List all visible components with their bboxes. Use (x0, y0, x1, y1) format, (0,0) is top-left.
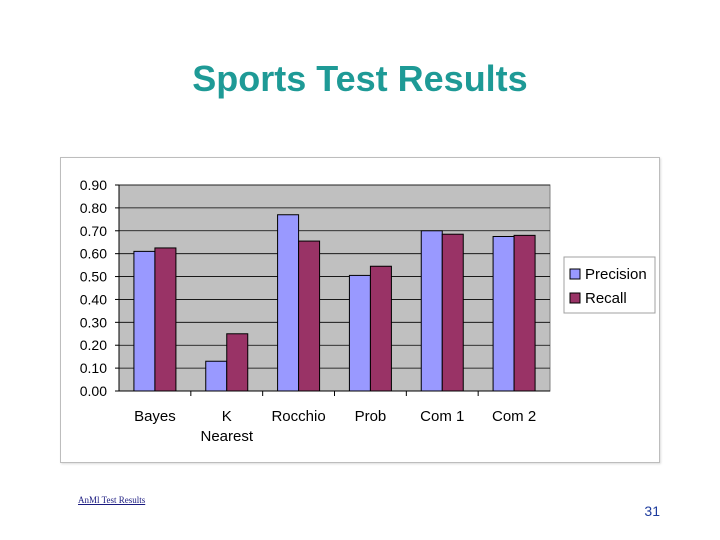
x-tick-label: K Nearest (200, 408, 253, 445)
legend-swatch (569, 268, 581, 280)
x-tick-label-line: Nearest (200, 428, 253, 445)
bar-precision (348, 274, 371, 392)
y-tick-label: 0.50 (80, 269, 107, 285)
x-tick-label: Bayes (134, 408, 176, 425)
page-number: 31 (644, 503, 660, 519)
bar-precision (205, 360, 228, 392)
chart-frame: 0.00 0.10 0.20 0.30 0.40 0.50 0.60 0.70 0.80 0.90… (60, 157, 660, 463)
y-tick-label: 0.40 (80, 291, 107, 307)
bar-recall (441, 233, 464, 392)
x-tick-label-line: Com 2 (492, 408, 536, 425)
bar-recall (226, 333, 249, 392)
bar-recall (154, 247, 177, 392)
y-tick-label: 0.30 (80, 314, 107, 330)
legend-label: Precision (585, 266, 647, 283)
x-tick-label: Rocchio (271, 408, 325, 425)
bar-recall (369, 265, 392, 392)
x-tick-label: Com 2 (492, 408, 536, 425)
x-tick-label: Prob (355, 408, 387, 425)
y-tick-label: 0.90 (80, 177, 107, 193)
y-tick-label: 0.00 (80, 383, 107, 399)
x-tick-label-line: K (222, 408, 232, 425)
x-tick-label-line: Bayes (134, 408, 176, 425)
x-tick-label-line: Rocchio (271, 408, 325, 425)
y-tick-label: 0.10 (80, 360, 107, 376)
y-tick-label: 0.60 (80, 246, 107, 262)
bar-precision (277, 214, 300, 392)
bar-precision (133, 250, 156, 392)
x-tick-label: Com 1 (420, 408, 464, 425)
footer-link[interactable]: AnMl Test Results (78, 495, 146, 505)
bar-chart: 0.00 0.10 0.20 0.30 0.40 0.50 0.60 0.70 0.80 0.90… (80, 177, 656, 445)
y-tick-label: 0.80 (80, 200, 107, 216)
bar-recall (298, 240, 321, 392)
bar-precision (420, 230, 443, 392)
plot-area (118, 184, 551, 392)
bar-recall (513, 234, 536, 392)
y-tick-label: 0.20 (80, 337, 107, 353)
legend-swatch (569, 292, 581, 304)
legend-label: Recall (585, 290, 627, 307)
legend (563, 256, 656, 314)
y-tick-label: 0.70 (80, 223, 107, 239)
x-tick-label-line: Prob (355, 408, 387, 425)
x-tick-label-line: Com 1 (420, 408, 464, 425)
bar-precision (492, 236, 515, 392)
slide-title: Sports Test Results (192, 58, 528, 99)
